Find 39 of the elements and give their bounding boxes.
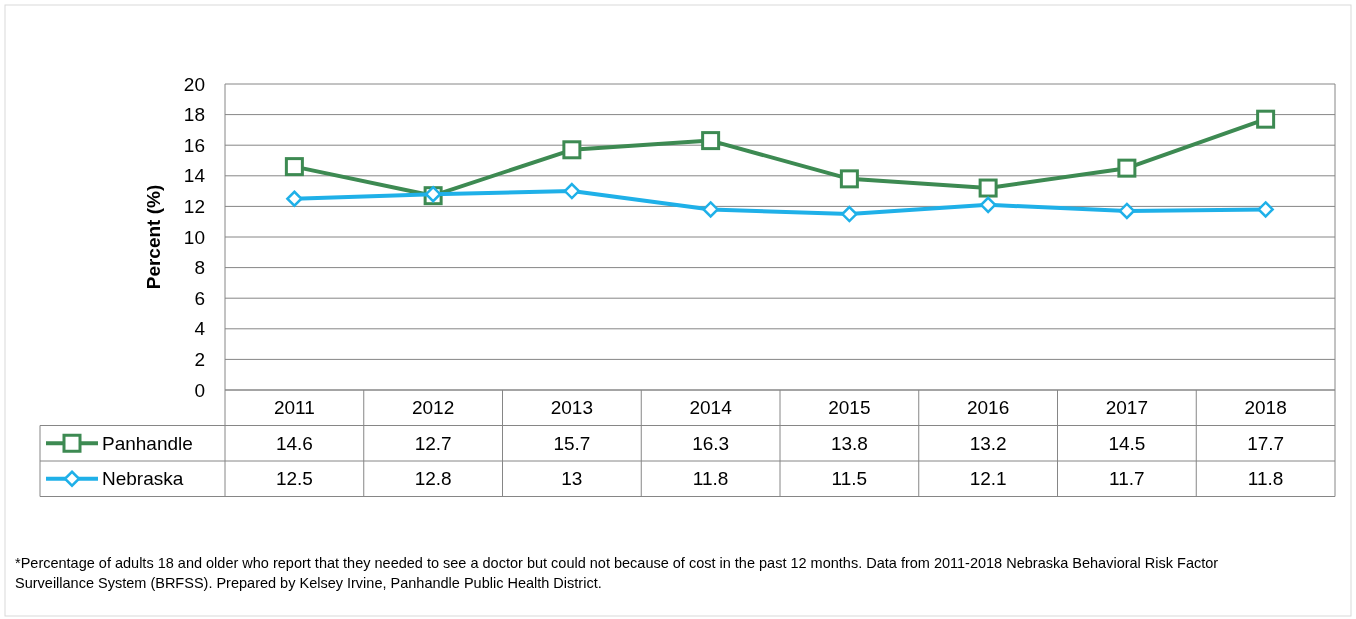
data-label: 13.2: [969, 432, 1007, 454]
legend-label: Nebraska: [102, 468, 184, 490]
data-label: 13.8: [830, 432, 868, 454]
x-tick-label: 2018: [1244, 397, 1287, 419]
x-tick-label: 2013: [550, 397, 594, 419]
data-label: 15.7: [553, 432, 591, 454]
y-tick-label: 2: [194, 349, 205, 371]
data-label: 12.7: [414, 432, 452, 454]
y-tick-label: 20: [183, 73, 205, 95]
y-tick-label: 6: [194, 287, 205, 309]
x-tick-label: 2012: [411, 397, 455, 419]
y-tick-label: 12: [183, 196, 205, 218]
y-tick-label: 4: [194, 318, 206, 340]
data-label: 14.5: [1108, 432, 1146, 454]
data-label: 17.7: [1247, 432, 1285, 454]
x-tick-label: 2016: [966, 397, 1010, 419]
x-tick-label: 2017: [1105, 397, 1149, 419]
y-tick-label: 10: [183, 226, 205, 248]
y-axis-title: Percent (%): [143, 184, 164, 290]
data-label: 16.3: [692, 432, 730, 454]
y-tick-label: 14: [183, 165, 206, 187]
data-label: 13: [561, 468, 583, 490]
data-label: 11.5: [831, 468, 868, 490]
x-tick-label: 2011: [273, 397, 315, 419]
y-tick-label: 8: [194, 257, 205, 279]
legend-label: Panhandle: [102, 432, 193, 454]
data-label: 12.5: [275, 468, 313, 490]
data-label: 14.6: [275, 432, 313, 454]
y-tick-label: 18: [183, 104, 205, 126]
data-label: 11.8: [1247, 468, 1284, 490]
data-label: 11.8: [692, 468, 729, 490]
x-tick-label: 2015: [828, 397, 871, 419]
y-tick-label: 0: [194, 379, 205, 401]
data-label: 12.1: [969, 468, 1007, 490]
data-label: 12.8: [414, 468, 452, 490]
x-tick-label: 2014: [689, 397, 733, 419]
text: *Percentage of adults 18 and older who report that they needed to see a doctor but could not because of cost in the past 12 months. Data from 2011-2018 Nebraska Behavioral Risk Factor Surveillance System (BRFSS). Prepared by Kelsey Irvine, Panhandle Public Health District.: [15, 555, 1219, 591]
data-label: 11.7: [1109, 468, 1145, 490]
y-tick-label: 16: [183, 134, 205, 156]
